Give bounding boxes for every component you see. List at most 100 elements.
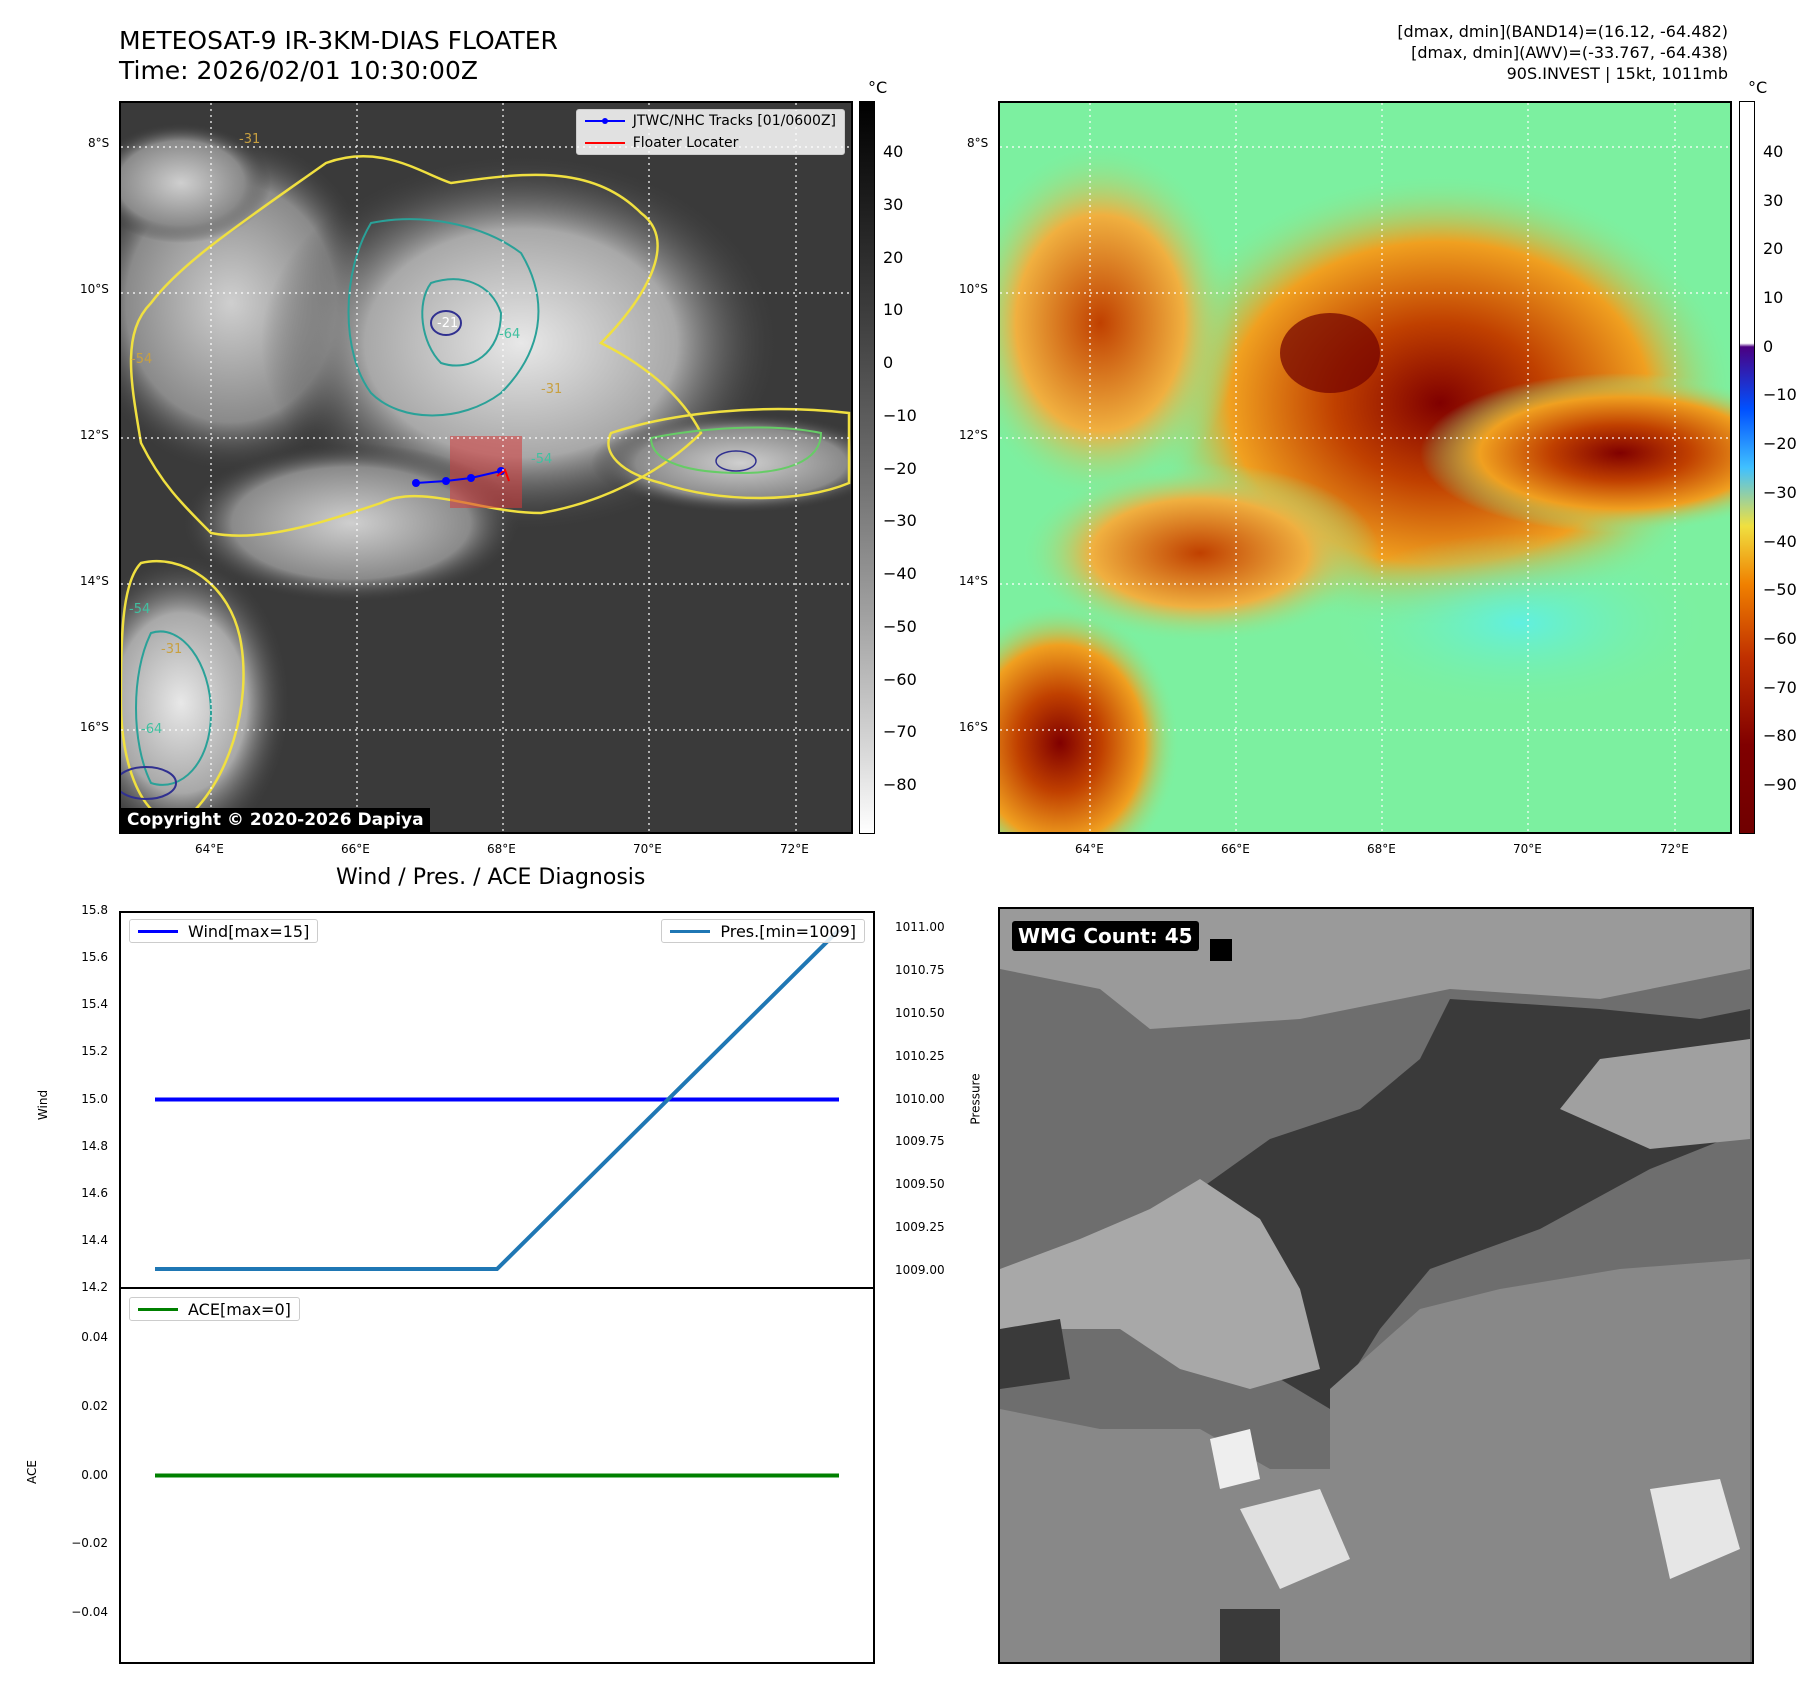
wind-axis-tick: 14.2 (81, 1280, 108, 1294)
ir-lat-label: 8°S (88, 136, 110, 150)
ir-colorbar-tick: −50 (883, 616, 917, 636)
ir-colorbar-tick: 0 (883, 353, 894, 372)
awv-lat-label: 12°S (959, 428, 988, 442)
ace-swatch (138, 1307, 178, 1311)
wmg-panel: WMG Count: 45 (998, 907, 1754, 1664)
pressure-axis-tick: 1009.50 (895, 1177, 945, 1192)
wind-axis-tick: 15.6 (81, 950, 108, 965)
ir-lat-label: 14°S (80, 574, 109, 588)
wind-axis-tick: 15.0 (81, 1091, 108, 1106)
contour-label: -64 (141, 722, 162, 737)
awv-lon-label: 64°E (1075, 842, 1104, 856)
awv-colorbar-tick: −40 (1763, 531, 1797, 551)
awv-colorbar-tick: −50 (1763, 580, 1797, 600)
awv-lon-label: 70°E (1513, 842, 1542, 856)
awv-lat-label: 16°S (959, 720, 988, 734)
wind-axis-tick: 14.8 (81, 1138, 108, 1153)
awv-colorbar-tick: −70 (1763, 677, 1797, 697)
contour-label: -21 (437, 316, 458, 331)
ir-lon-label: 68°E (487, 842, 516, 856)
awv-colorbar-tick: 20 (1763, 239, 1784, 259)
awv-colorbar-tick: −60 (1763, 628, 1797, 648)
pressure-axis-tick: 1009.25 (895, 1220, 945, 1235)
ir-lat-label: 10°S (80, 282, 109, 296)
ir-colorbar-tick: −10 (883, 405, 917, 425)
ir-colorbar-tick: −40 (883, 564, 917, 583)
awv-colorbar-tick: −90 (1763, 775, 1797, 794)
wind-swatch (138, 929, 178, 933)
ir-colorbar-tick: 40 (883, 142, 904, 161)
pressure-legend: Pres.[min=1009] (661, 919, 865, 943)
pressure-axis-tick: 1010.00 (895, 1091, 945, 1106)
copyright-label: Copyright © 2020-2026 Dapiya (121, 808, 430, 832)
ir-colorbar-tick: −20 (883, 458, 917, 478)
legend-entry-wind: Wind[max=15] (130, 920, 317, 942)
contour-label: -54 (131, 352, 152, 367)
awv-lat-label: 8°S (967, 136, 989, 150)
ir-lon-label: 64°E (195, 842, 224, 856)
wind-axis-tick: 14.6 (81, 1185, 108, 1200)
wind-axis-tick: 15.8 (81, 903, 108, 917)
pressure-axis-tick: 1010.50 (895, 1005, 945, 1020)
awv-lon-label: 68°E (1367, 842, 1396, 856)
awv-map-panel (998, 101, 1732, 834)
contour-label: -31 (161, 642, 182, 657)
contour-label: -64 (499, 327, 520, 342)
legend-wind-label: Wind[max=15] (188, 921, 310, 941)
info-storm: 90S.INVEST | 15kt, 1011mb (1506, 64, 1728, 83)
ace-axis-label: ACE (24, 1460, 39, 1484)
ace-axis-tick: 0.00 (81, 1467, 108, 1482)
pressure-axis-tick: 1010.75 (895, 962, 945, 977)
series-line-pres (155, 928, 841, 1272)
pressure-axis-label: Pressure (968, 1073, 983, 1125)
wind-pressure-chart: Wind[max=15] Pres.[min=1009] (119, 911, 875, 1288)
pressure-axis-tick: 1009.00 (895, 1262, 945, 1277)
contour-label: -31 (239, 132, 260, 147)
awv-colorbar-tick: 0 (1763, 336, 1774, 356)
awv-map-image (1000, 103, 1730, 832)
contour-label: -54 (129, 602, 150, 617)
awv-lon-label: 66°E (1221, 842, 1250, 856)
awv-lon-label: 72°E (1660, 842, 1689, 856)
wind-pressure-plot (155, 928, 841, 1272)
legend-entry-ace: ACE[max=0] (130, 1298, 299, 1320)
ir-colorbar-tick: −80 (883, 775, 917, 794)
figure-title: METEOSAT-9 IR-3KM-DIAS FLOATER (119, 26, 558, 55)
legend-entry-floater: Floater Locater (577, 132, 844, 154)
legend-entry-tracks: JTWC/NHC Tracks [01/0600Z] (577, 110, 844, 132)
ir-colorbar-tick: 20 (883, 247, 904, 267)
pressure-axis-tick: 1009.75 (895, 1134, 945, 1149)
wind-legend: Wind[max=15] (129, 919, 319, 943)
ir-colorbar-tick: 30 (883, 194, 904, 214)
legend-ace-label: ACE[max=0] (188, 1299, 291, 1319)
figure-time: Time: 2026/02/01 10:30:00Z (119, 56, 478, 85)
ir-colorbar-tick: 10 (883, 300, 904, 320)
wind-axis-tick: 14.4 (81, 1232, 108, 1247)
info-band14: [dmax, dmin](BAND14)=(16.12, -64.482) (1397, 22, 1728, 41)
awv-colorbar-tick: −20 (1763, 434, 1797, 454)
ir-map-panel: -31 -54 -64 -21 -31 -54 -31 -54 -64 JTWC… (119, 101, 853, 834)
awv-lat-label: 10°S (959, 282, 988, 296)
ir-lon-label: 72°E (780, 842, 809, 856)
ace-legend: ACE[max=0] (129, 1297, 300, 1321)
ir-lon-label: 66°E (341, 842, 370, 856)
awv-colorbar-tick: −30 (1763, 482, 1797, 502)
wind-axis-tick: 15.2 (81, 1044, 108, 1059)
awv-colorbar-tick: 10 (1763, 288, 1784, 308)
ace-axis-tick: −0.04 (71, 1604, 108, 1619)
ir-map-image: -31 -54 -64 -21 -31 -54 -31 -54 -64 (121, 103, 851, 832)
pressure-axis-tick: 1011.00 (895, 920, 945, 935)
ir-colorbar (859, 101, 875, 834)
ir-lon-label: 70°E (633, 842, 662, 856)
legend-tracks-label: JTWC/NHC Tracks [01/0600Z] (632, 113, 836, 129)
ace-chart: ACE[max=0] (119, 1287, 875, 1664)
awv-colorbar-unit: °C (1748, 78, 1768, 97)
ir-colorbar-tick: −60 (883, 669, 917, 689)
wind-axis-label: Wind (36, 1089, 51, 1121)
wmg-count-label: WMG Count: 45 (1012, 921, 1199, 951)
awv-colorbar-tick: −80 (1763, 726, 1797, 746)
info-awv: [dmax, dmin](AWV)=(-33.767, -64.438) (1411, 43, 1728, 62)
ace-plot (155, 1473, 839, 1478)
ir-colorbar-unit: °C (868, 78, 888, 97)
ir-lat-label: 12°S (80, 428, 109, 442)
